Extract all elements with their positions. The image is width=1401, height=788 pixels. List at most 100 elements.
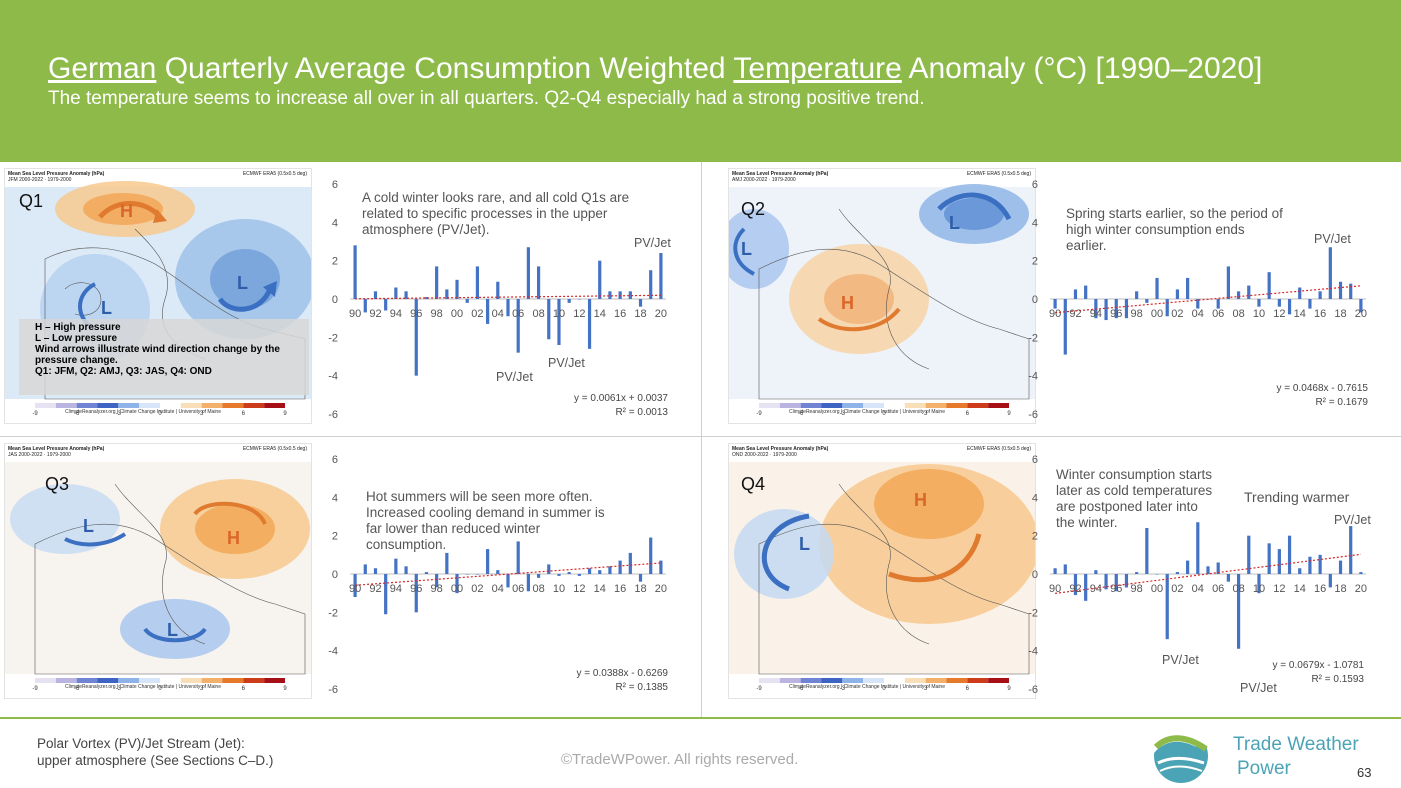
x-tick-label: 00 xyxy=(451,583,463,595)
page-subtitle: The temperature seems to increase all ov… xyxy=(48,88,925,109)
bar xyxy=(475,266,480,299)
bar xyxy=(373,568,378,574)
map-title-text: Mean Sea Level Pressure Anomaly (hPa) xyxy=(8,446,105,452)
y-tick-label: -4 xyxy=(1028,371,1038,383)
bar xyxy=(1267,543,1271,574)
bar xyxy=(1298,287,1302,299)
y-tick-label: -6 xyxy=(328,684,338,696)
bar xyxy=(394,558,398,574)
map-title-text: Mean Sea Level Pressure Anomaly (hPa) xyxy=(8,171,105,177)
bar xyxy=(1196,522,1200,574)
bar xyxy=(1247,535,1251,574)
bar xyxy=(363,564,367,574)
footer-note: Polar Vortex (PV)/Jet Stream (Jet): uppe… xyxy=(37,735,273,769)
colorbar-segment xyxy=(180,403,202,408)
y-tick-label: 4 xyxy=(1032,217,1038,229)
bar xyxy=(394,287,398,299)
colorbar-tick-label: 0 xyxy=(882,411,886,417)
bar xyxy=(1053,299,1057,309)
colorbar-segment xyxy=(160,678,181,683)
panel-q3: L H L -9 -6 -3 0 3 6 9 Mean Sea Level Pressure… xyxy=(0,437,700,713)
bar xyxy=(465,299,469,303)
bar xyxy=(496,570,500,574)
bar xyxy=(486,549,490,574)
colorbar-segment xyxy=(800,403,822,408)
bar xyxy=(384,299,388,311)
colorbar-tick-label: 9 xyxy=(1007,686,1011,692)
trend-line xyxy=(1055,553,1361,594)
quarter-label: Q1 xyxy=(19,191,44,211)
x-tick-label: 04 xyxy=(1192,583,1204,595)
x-tick-label: 96 xyxy=(1110,583,1122,595)
colorbar-tick-label: -6 xyxy=(798,686,804,692)
bar xyxy=(649,270,653,299)
colorbar-segment xyxy=(759,403,780,408)
bar xyxy=(1216,562,1220,574)
bar xyxy=(1226,574,1230,582)
bar xyxy=(1308,556,1312,574)
colorbar-segment xyxy=(904,678,926,683)
x-tick-label: 90 xyxy=(1049,583,1061,595)
bar xyxy=(1186,277,1190,299)
chart-note: A cold winter looks rare, and all cold Q… xyxy=(362,190,630,237)
x-tick-label: 12 xyxy=(1273,308,1285,320)
map-credit: ClimateReanalyzer.org | Climate Change I… xyxy=(65,684,221,690)
y-tick-label: -6 xyxy=(1028,684,1038,696)
map-graphic-q2: L L H -9 -6 -3 0 3 6 9 xyxy=(729,184,1035,417)
colorbar-segment xyxy=(264,678,285,683)
x-tick-label: 04 xyxy=(1192,308,1204,320)
pressure-label-l: L xyxy=(101,298,112,318)
pressure-label-l: L xyxy=(799,534,810,554)
x-tick-label: 18 xyxy=(634,583,646,595)
x-tick-label: 16 xyxy=(1314,308,1326,320)
annotation-pv-jet: PV/Jet xyxy=(548,356,585,370)
map-period: JAS 2000-2022 · 1979-2000 xyxy=(8,452,71,458)
bar xyxy=(353,574,357,597)
bar xyxy=(1247,285,1251,299)
bar xyxy=(587,299,592,349)
bar xyxy=(557,574,561,576)
colorbar-tick-label: -9 xyxy=(756,686,762,692)
trend-line xyxy=(1055,285,1361,314)
x-tick-label: 98 xyxy=(1131,583,1143,595)
bar xyxy=(1063,564,1067,574)
colorbar-segment xyxy=(967,678,989,683)
bar xyxy=(486,299,490,324)
title-tail: Anomaly (°C) [1990–2020] xyxy=(901,52,1263,85)
colorbar-segment xyxy=(139,403,160,408)
colorbar-segment xyxy=(55,403,77,408)
bar xyxy=(1359,572,1363,574)
bar xyxy=(1165,299,1169,317)
x-tick-label: 00 xyxy=(1151,308,1163,320)
y-tick-label: -4 xyxy=(1028,646,1038,658)
colorbar-tick-label: 0 xyxy=(158,686,162,692)
x-tick-label: 12 xyxy=(573,583,585,595)
colorbar-segment xyxy=(779,678,801,683)
pressure-label-h: H xyxy=(914,490,927,510)
map-graphic-q3: L H L -9 -6 -3 0 3 6 9 xyxy=(5,462,311,692)
pressure-label-l: L xyxy=(237,273,248,293)
colorbar-tick-label: 6 xyxy=(966,411,970,417)
x-tick-label: 92 xyxy=(1069,583,1081,595)
bar xyxy=(1053,568,1057,574)
bar xyxy=(516,541,520,574)
legend-low: L – Low pressure xyxy=(35,333,118,344)
bar xyxy=(618,560,622,574)
colorbar-segment xyxy=(779,403,801,408)
pressure-label-l: L xyxy=(949,213,960,233)
bar xyxy=(1338,560,1343,574)
map-source: ECMWF ERA5 (0.5x0.5 deg) xyxy=(242,446,307,452)
colorbar-segment xyxy=(201,678,223,683)
colorbar-tick-label: 9 xyxy=(283,411,287,417)
colorbar-segment xyxy=(904,403,926,408)
x-tick-label: 08 xyxy=(1232,308,1244,320)
x-tick-label: 20 xyxy=(1355,583,1367,595)
x-tick-label: 08 xyxy=(532,308,544,320)
colorbar-segment xyxy=(118,403,140,408)
x-tick-label: 16 xyxy=(614,583,626,595)
colorbar: -9 -6 -3 0 3 6 9 xyxy=(756,678,1011,692)
y-tick-label: -2 xyxy=(328,607,338,619)
colorbar-segment xyxy=(842,403,864,408)
